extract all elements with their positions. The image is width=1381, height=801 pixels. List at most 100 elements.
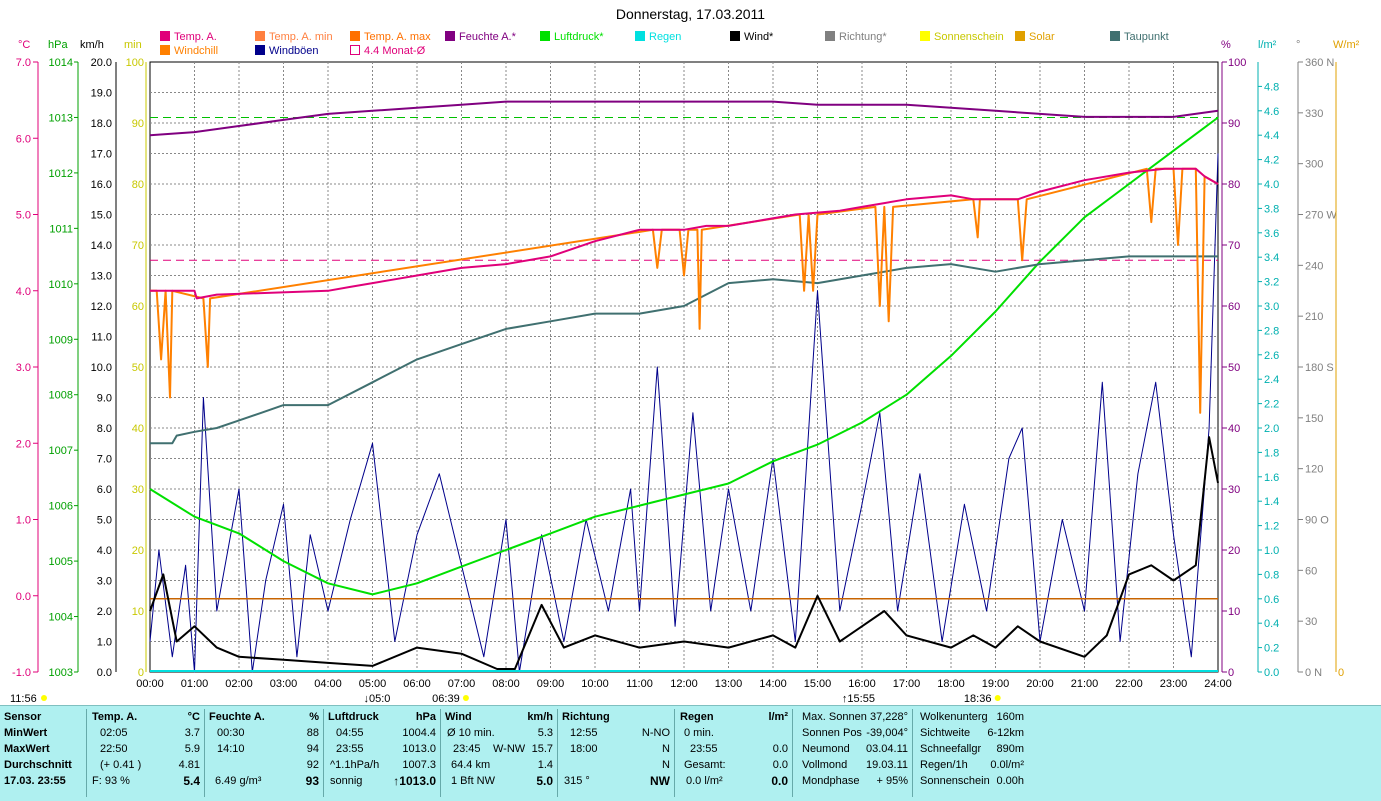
sun-tick-2: 20 — [132, 545, 144, 557]
misc-value-2: 890m — [996, 743, 1024, 755]
humidity-tick-8: 80 — [1228, 179, 1240, 191]
legend-label-8: Regen — [649, 31, 682, 43]
x-tick-7: 07:00 — [448, 678, 476, 690]
legend-label-11: Sonnenschein — [934, 31, 1004, 43]
hum-min-value: 88 — [306, 727, 319, 739]
pressure-tick-7: 1010 — [49, 279, 73, 291]
rain-tick-12: 2.4 — [1264, 374, 1279, 386]
wind-column: Wind km/h Ø 10 min. 5.3 23:45 W-NW 15.7 64.4… — [445, 709, 558, 797]
rain-r2-value: 0.0 — [772, 743, 788, 755]
direction-tick-3: 90 O — [1305, 515, 1329, 527]
wind-tick-10: 10.0 — [91, 362, 112, 374]
temp-last-value: 5.4 — [183, 774, 200, 788]
direction-tick-6: 180 S — [1305, 362, 1334, 374]
press-min-time: 04:55 — [336, 727, 364, 739]
rain-unit: l/m² — [768, 711, 788, 723]
astro-label-3: Vollmond — [802, 759, 848, 771]
misc-label-4: Sonnenschein — [920, 775, 990, 787]
misc-column: Wolkenunterg 160m Sichtweite 6-12km Schnee… — [916, 709, 1028, 797]
x-tick-1: 01:00 — [181, 678, 209, 690]
wind-tick-7: 7.0 — [97, 454, 112, 466]
temp-tick-2: 1.0 — [16, 515, 31, 527]
rain-tick-14: 2.8 — [1264, 325, 1279, 337]
x-tick-15: 15:00 — [804, 678, 832, 690]
legend-item-8: Regen — [635, 31, 681, 43]
rain-tick-20: 4.0 — [1264, 179, 1279, 191]
sun-tick-5: 50 — [132, 362, 144, 374]
astro-column: Max. Sonnen 37,228° Sonnen Pos -39,004° Ne… — [798, 709, 913, 797]
humidity-tick-3: 30 — [1228, 484, 1240, 496]
pressure-tick-6: 1009 — [49, 334, 73, 346]
rain-r4-label: 0.0 l/m² — [686, 775, 723, 787]
direction-tick-8: 240 — [1305, 260, 1323, 272]
hum-min-time: 00:30 — [217, 727, 245, 739]
direction-tick-0: 0 N — [1305, 667, 1322, 679]
rain-tick-9: 1.8 — [1264, 447, 1279, 459]
legend-label-3: Windböen — [269, 45, 319, 57]
legend-swatch-0 — [160, 31, 170, 41]
direction-tick-11: 330 — [1305, 108, 1323, 120]
misc-label-0: Wolkenunterg — [920, 711, 988, 723]
rain-r2-label: 23:55 — [690, 743, 718, 755]
sun-tick-0: 0 — [138, 667, 144, 679]
series-windb-en — [149, 153, 1219, 673]
dir-r2-value: N — [662, 743, 670, 755]
pressure-tick-11: 1014 — [49, 57, 73, 69]
wind-tick-3: 3.0 — [97, 576, 112, 588]
direction-tick-12: 360 N — [1305, 57, 1334, 69]
legend-label-10: Richtung* — [839, 31, 887, 43]
wind-r2-label: 23:45 — [453, 743, 481, 755]
legend-item-4: Temp. A. max — [350, 31, 431, 43]
wind-r4-label: 1 Bft NW — [451, 775, 496, 787]
temp-tick-3: 2.0 — [16, 438, 31, 450]
wind-tick-8: 8.0 — [97, 423, 112, 435]
rain-tick-8: 1.6 — [1264, 472, 1279, 484]
legend-swatch-7 — [540, 31, 550, 41]
unit-humidity: % — [1221, 39, 1231, 51]
wind-tick-17: 17.0 — [91, 149, 112, 161]
x-tick-20: 20:00 — [1026, 678, 1054, 690]
direction-tick-10: 300 — [1305, 159, 1323, 171]
series-temp-a- — [150, 167, 1219, 300]
temp-last-label: F: 93 % — [92, 775, 130, 787]
hum-unit: % — [309, 711, 319, 723]
unit-sun: min — [124, 39, 142, 51]
dir-r2-label: 18:00 — [570, 743, 598, 755]
hum-max-time: 14:10 — [217, 743, 245, 755]
hum-title: Feuchte A. — [209, 711, 265, 723]
astro-label-0: Max. Sonnen — [802, 711, 867, 723]
wind-tick-20: 20.0 — [91, 57, 112, 69]
x-tick-4: 04:00 — [314, 678, 342, 690]
legend-swatch-6 — [445, 31, 455, 41]
hum-last-value: 93 — [305, 774, 319, 788]
x-tick-17: 17:00 — [893, 678, 921, 690]
x-tick-11: 11:00 — [626, 678, 653, 690]
temp-min-time: 02:05 — [100, 727, 128, 739]
rain-tick-11: 2.2 — [1264, 399, 1279, 411]
misc-label-1: Sichtweite — [920, 727, 971, 739]
direction-tick-7: 210 — [1305, 311, 1323, 323]
legend-swatch-3 — [255, 45, 265, 55]
dir-r4-label: 315 ° — [564, 775, 590, 787]
x-tick-2: 02:00 — [225, 678, 253, 690]
wind-tick-4: 4.0 — [97, 545, 112, 557]
wind-tick-0: 0.0 — [97, 667, 112, 679]
astro-label-2: Neumond — [802, 743, 850, 755]
rain-tick-6: 1.2 — [1264, 521, 1279, 533]
wind-tick-16: 16.0 — [91, 179, 112, 191]
legend-label-9: Wind* — [744, 31, 774, 43]
pressure-tick-4: 1007 — [49, 445, 73, 457]
series-windchill — [150, 167, 1219, 414]
sunrise-icon — [462, 695, 469, 701]
hum-max-value: 94 — [306, 743, 319, 755]
wind-tick-9: 9.0 — [97, 393, 112, 405]
sun-tick-10: 100 — [126, 57, 144, 69]
legend-swatch-13 — [1110, 31, 1120, 41]
legend-item-0: Temp. A. — [160, 31, 217, 43]
unit-solar: W/m² — [1333, 39, 1360, 51]
x-tick-10: 10:00 — [581, 678, 609, 690]
pressure-tick-1: 1004 — [49, 612, 73, 624]
x-tick-13: 13:00 — [715, 678, 743, 690]
marker-left-time: 11:56 — [10, 693, 37, 705]
legend-swatch-10 — [825, 31, 835, 41]
